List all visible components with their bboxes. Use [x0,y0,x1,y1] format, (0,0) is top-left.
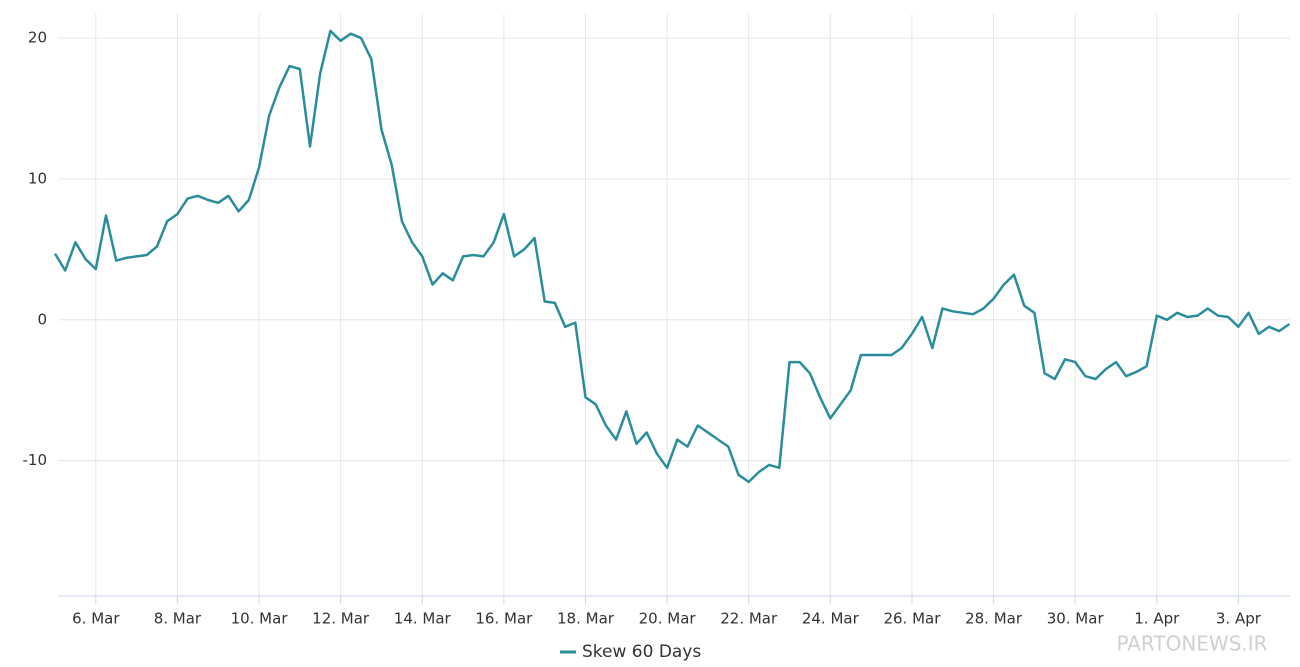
plot [53,29,1291,484]
series-line [53,29,1291,484]
y-tick-label: 10 [28,169,47,187]
x-tick-label: 22. Mar [720,610,778,628]
grid [58,14,1290,604]
x-tick-label: 18. Mar [557,610,615,628]
x-tick-label: 14. Mar [394,610,452,628]
x-tick-label: 30. Mar [1047,610,1105,628]
x-tick-label: 12. Mar [312,610,370,628]
x-tick-label: 1. Apr [1134,610,1180,628]
x-tick-label: 3. Apr [1216,610,1262,628]
x-tick-label: 28. Mar [965,610,1023,628]
x-tick-label: 24. Mar [802,610,860,628]
x-tick-label: 8. Mar [154,610,202,628]
x-tick-label: 16. Mar [475,610,533,628]
x-tick-label: 26. Mar [883,610,941,628]
x-tick-label: 10. Mar [231,610,289,628]
x-tick-label: 20. Mar [639,610,697,628]
watermark: PARTONEWS.IR [1116,632,1267,656]
legend-label: Skew 60 Days [582,642,701,662]
y-tick-label: 0 [37,310,47,328]
x-tick-label: 6. Mar [72,610,120,628]
y-tick-label: -10 [23,451,48,469]
y-tick-label: 20 [28,28,47,46]
